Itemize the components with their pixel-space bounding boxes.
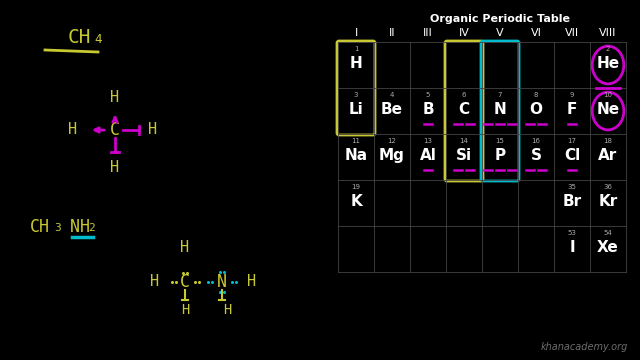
Text: 14: 14 — [460, 138, 468, 144]
Text: F: F — [567, 102, 577, 117]
Text: Be: Be — [381, 102, 403, 117]
Text: 1: 1 — [354, 46, 358, 52]
Text: 3: 3 — [54, 223, 61, 233]
Text: 12: 12 — [388, 138, 396, 144]
Text: Organic Periodic Table: Organic Periodic Table — [430, 14, 570, 24]
Text: 10: 10 — [604, 92, 612, 98]
Text: 6: 6 — [461, 92, 467, 98]
Text: CH: CH — [68, 28, 92, 47]
Text: N: N — [217, 273, 227, 291]
Text: H: H — [180, 240, 189, 256]
Text: 35: 35 — [568, 184, 577, 190]
Text: 36: 36 — [604, 184, 612, 190]
Text: H: H — [181, 303, 189, 317]
Text: Br: Br — [563, 194, 582, 209]
Text: Ne: Ne — [596, 102, 620, 117]
Text: H: H — [248, 274, 257, 289]
Text: K: K — [350, 194, 362, 209]
Text: VIII: VIII — [599, 28, 617, 38]
Text: 8: 8 — [534, 92, 538, 98]
Text: 18: 18 — [604, 138, 612, 144]
Text: Li: Li — [349, 102, 364, 117]
Text: 9: 9 — [570, 92, 574, 98]
Text: 13: 13 — [424, 138, 433, 144]
Text: H: H — [223, 303, 231, 317]
Text: N: N — [493, 102, 506, 117]
Text: 54: 54 — [604, 230, 612, 236]
Text: 2: 2 — [606, 46, 610, 52]
Text: B: B — [422, 102, 434, 117]
Text: H: H — [148, 122, 157, 138]
Text: 2: 2 — [88, 223, 95, 233]
Text: C: C — [180, 273, 190, 291]
Text: 19: 19 — [351, 184, 360, 190]
Text: 16: 16 — [531, 138, 541, 144]
Text: Cl: Cl — [564, 148, 580, 163]
Text: Al: Al — [420, 148, 436, 163]
Text: 7: 7 — [498, 92, 502, 98]
Text: NH: NH — [60, 218, 90, 236]
Text: II: II — [388, 28, 396, 38]
Text: Ar: Ar — [598, 148, 618, 163]
Text: H: H — [349, 56, 362, 71]
Text: C: C — [110, 121, 120, 139]
Text: III: III — [423, 28, 433, 38]
Text: S: S — [531, 148, 541, 163]
Text: Na: Na — [344, 148, 367, 163]
Text: V: V — [496, 28, 504, 38]
Text: 3: 3 — [354, 92, 358, 98]
Text: Si: Si — [456, 148, 472, 163]
Text: VII: VII — [565, 28, 579, 38]
Text: H: H — [150, 274, 159, 289]
Text: I: I — [569, 240, 575, 255]
Text: P: P — [495, 148, 506, 163]
Text: H: H — [111, 161, 120, 175]
Text: Mg: Mg — [379, 148, 405, 163]
Text: 4: 4 — [390, 92, 394, 98]
Text: 53: 53 — [568, 230, 577, 236]
Text: I: I — [355, 28, 358, 38]
Text: khanacademy.org: khanacademy.org — [541, 342, 628, 352]
Text: He: He — [596, 56, 620, 71]
Text: VI: VI — [531, 28, 541, 38]
Text: O: O — [529, 102, 543, 117]
Text: H: H — [68, 122, 77, 138]
Text: Kr: Kr — [598, 194, 618, 209]
Text: 4: 4 — [94, 33, 102, 46]
Text: C: C — [458, 102, 470, 117]
Text: H: H — [111, 90, 120, 105]
Text: IV: IV — [459, 28, 469, 38]
Text: Xe: Xe — [597, 240, 619, 255]
Text: 11: 11 — [351, 138, 360, 144]
Text: 17: 17 — [568, 138, 577, 144]
Text: 5: 5 — [426, 92, 430, 98]
Text: CH: CH — [30, 218, 50, 236]
Text: 15: 15 — [495, 138, 504, 144]
